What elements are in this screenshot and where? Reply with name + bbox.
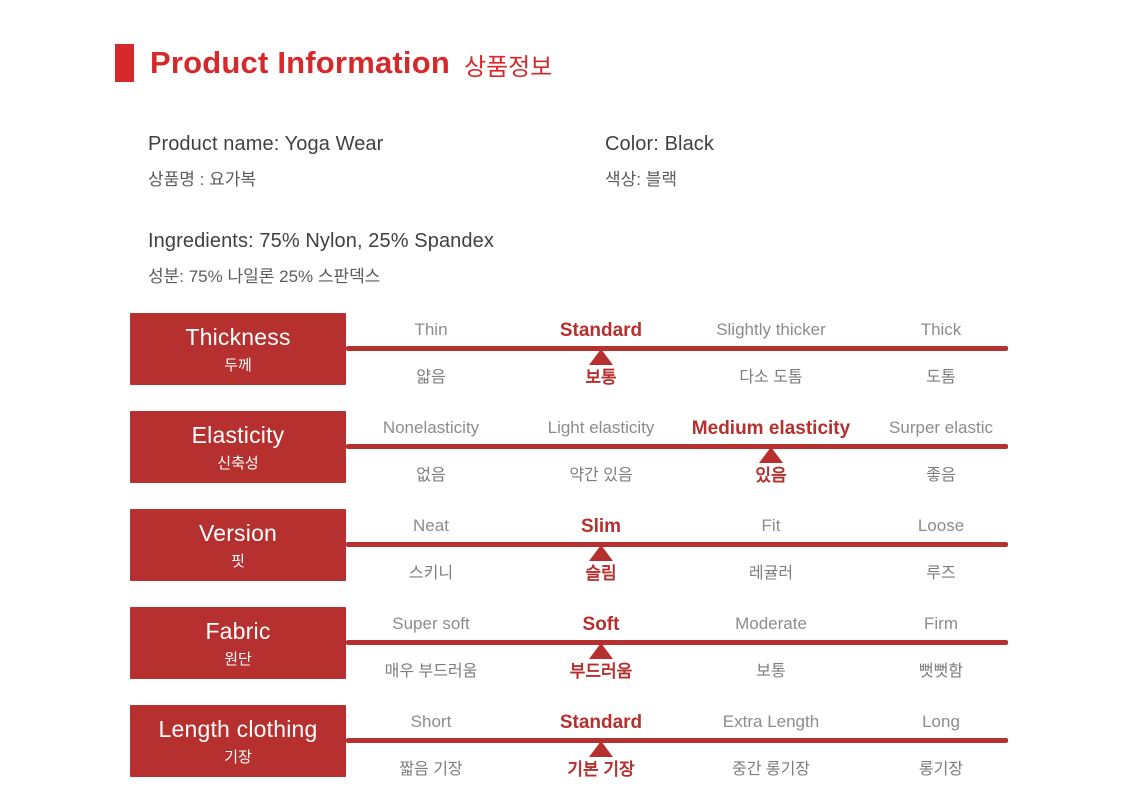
attribute-label-box: Thickness 두께 <box>130 313 346 385</box>
attribute-label-english: Elasticity <box>191 421 285 448</box>
attr-row-length-clothing: Length clothing 기장 Short 짧음 기장 Standard … <box>130 705 1026 779</box>
attr-row-elasticity: Elasticity 신축성 Nonelasticity 없음 Light el… <box>130 411 1026 485</box>
attribute-label-box: Length clothing 기장 <box>130 705 346 777</box>
selected-marker-triangle-icon <box>589 643 613 659</box>
page-title: Product Information 상품정보 <box>115 44 552 82</box>
attr-option-selected: Standard 보통 <box>559 320 643 387</box>
attr-option: Thin 얇음 <box>414 320 448 386</box>
attribute-scale: Super soft 매우 부드러움 Soft 부드러움 Moderate 보통… <box>346 607 1026 681</box>
attribute-label-korean: 신축성 <box>217 454 259 472</box>
product-color-korean: 색상: 블랙 <box>605 170 678 189</box>
scale-line <box>346 444 1008 449</box>
selected-marker-triangle-icon <box>759 447 783 463</box>
product-color-english: Color: Black <box>605 133 715 155</box>
selected-marker-triangle-icon <box>589 741 613 757</box>
attribute-label-english: Version <box>198 519 278 546</box>
title-accent-bar <box>115 44 134 82</box>
attribute-label-korean: 기장 <box>224 748 252 766</box>
attr-option: Extra Length 중간 롱기장 <box>722 712 820 778</box>
attr-option: Moderate 보통 <box>735 614 807 680</box>
attr-option: Nonelasticity 없음 <box>382 418 480 484</box>
product-name-english: Product name: Yoga Wear <box>148 133 384 155</box>
attr-option: Slightly thicker 다소 도톰 <box>716 320 826 386</box>
scale-line <box>346 738 1008 743</box>
selected-marker-triangle-icon <box>589 545 613 561</box>
attribute-label-box: Elasticity 신축성 <box>130 411 346 483</box>
attribute-scale: Nonelasticity 없음 Light elasticity 약간 있음 … <box>346 411 1026 485</box>
attr-row-version: Version 핏 Neat 스키니 Slim 슬림 Fit <box>130 509 1026 583</box>
product-ingredients-korean: 성분: 75% 나일론 25% 스판덱스 <box>148 267 381 286</box>
attr-option: Thick 도톰 <box>920 320 962 386</box>
attribute-scale: Neat 스키니 Slim 슬림 Fit 레귤러 Loose 루즈 <box>346 509 1026 583</box>
page-title-english: Product Information <box>150 45 451 80</box>
attr-row-thickness: Thickness 두께 Thin 얇음 Standard 보통 <box>130 313 1026 387</box>
scale-line <box>346 346 1008 351</box>
attribute-rows: Thickness 두께 Thin 얇음 Standard 보통 <box>130 313 1026 803</box>
product-name-korean: 상품명 : 요가복 <box>148 170 257 189</box>
attr-option: Firm 뻣뻣함 <box>918 614 964 680</box>
attr-option-selected: Soft 부드러움 <box>569 614 633 681</box>
attr-option: Super soft 매우 부드러움 <box>384 614 478 680</box>
attribute-label-box: Fabric 원단 <box>130 607 346 679</box>
attr-option: Loose 루즈 <box>917 516 965 582</box>
attr-option-selected: Standard 기본 기장 <box>559 712 643 779</box>
attr-row-fabric: Fabric 원단 Super soft 매우 부드러움 Soft 부드러움 <box>130 607 1026 681</box>
scale-line <box>346 640 1008 645</box>
attr-option: Short 짧음 기장 <box>399 712 463 778</box>
product-ingredients-english: Ingredients: 75% Nylon, 25% Spandex <box>148 230 494 252</box>
attribute-label-box: Version 핏 <box>130 509 346 581</box>
attr-option-selected: Medium elasticity 있음 <box>691 418 851 485</box>
product-color-block: Color: Black 색상: 블랙 <box>605 133 714 190</box>
attr-option: Long 롱기장 <box>918 712 964 778</box>
attr-option: Light elasticity 약간 있음 <box>547 418 655 484</box>
attribute-label-english: Fabric <box>205 617 271 644</box>
product-name-block: Product name: Yoga Wear 상품명 : 요가복 <box>148 133 383 190</box>
page-title-korean: 상품정보 <box>464 54 553 81</box>
attr-option-selected: Slim 슬림 <box>580 516 622 583</box>
attribute-label-korean: 두께 <box>224 356 252 374</box>
attribute-label-korean: 원단 <box>224 650 252 668</box>
selected-marker-triangle-icon <box>589 349 613 365</box>
attr-option: Neat 스키니 <box>408 516 454 582</box>
attr-option: Surper elastic 좋음 <box>889 418 993 484</box>
attribute-scale: Thin 얇음 Standard 보통 Slightly thicker 다소 … <box>346 313 1026 387</box>
attribute-scale: Short 짧음 기장 Standard 기본 기장 Extra Length … <box>346 705 1026 779</box>
scale-line <box>346 542 1008 547</box>
attribute-label-english: Thickness <box>185 323 291 350</box>
attr-option: Fit 레귤러 <box>748 516 794 582</box>
product-ingredients-block: Ingredients: 75% Nylon, 25% Spandex 성분: … <box>148 230 494 287</box>
attribute-label-english: Length clothing <box>158 715 318 742</box>
attribute-label-korean: 핏 <box>231 552 245 570</box>
